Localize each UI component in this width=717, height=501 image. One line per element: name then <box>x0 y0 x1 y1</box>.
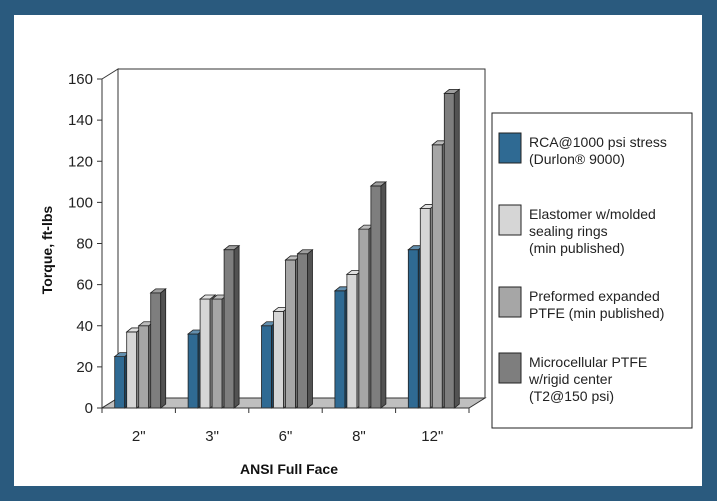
x-axis: 2" 3" 6" 8" 12" <box>101 407 470 445</box>
bar-side <box>380 181 387 409</box>
bar-front <box>431 144 443 409</box>
legend-label: PTFE (min published) <box>529 305 664 321</box>
x-tick-label: 2" <box>132 428 146 445</box>
legend-swatch <box>498 286 522 318</box>
bar-front <box>370 185 382 409</box>
bar-front <box>419 208 431 409</box>
bar-top <box>443 88 461 94</box>
bar-front <box>297 253 308 409</box>
legend-label: (T2@150 psi) <box>529 388 614 404</box>
bar-side <box>160 288 167 409</box>
y-tick-label: 0 <box>85 400 93 417</box>
legend-label: (min published) <box>529 240 625 256</box>
bar-top <box>222 245 241 251</box>
bar-front <box>358 228 370 409</box>
legend-item: RCA@1000 psi stress(Durlon® 9000) <box>498 132 667 167</box>
bar-front <box>223 249 235 409</box>
y-tick-label: 100 <box>68 194 93 211</box>
y-axis: 0 20 40 60 80 100 120 140 160 <box>68 71 103 417</box>
bar <box>222 244 241 409</box>
bar-top <box>149 288 167 294</box>
bar-front <box>407 249 419 409</box>
legend-swatch <box>498 204 522 236</box>
legend-swatch <box>498 132 522 164</box>
bar-front <box>273 310 284 409</box>
bar <box>296 248 314 409</box>
bar-top <box>296 249 314 255</box>
bar-front <box>261 325 272 409</box>
bar-side <box>233 244 240 409</box>
y-axis-title: Torque, ft-lbs <box>39 206 55 295</box>
bar-front <box>114 356 126 409</box>
bar <box>369 181 388 409</box>
y-tick-label: 120 <box>68 153 93 170</box>
y-tick-label: 20 <box>76 359 93 376</box>
y-tick-label: 80 <box>76 236 93 253</box>
y-tick-label: 140 <box>68 112 93 129</box>
legend: RCA@1000 psi stress(Durlon® 9000) Elastom… <box>491 112 693 429</box>
x-tick-label: 12" <box>421 428 443 445</box>
bar-front <box>187 333 199 409</box>
bar-side <box>307 248 313 409</box>
y-tick-label: 160 <box>68 71 93 88</box>
x-tick-label: 6" <box>279 428 293 445</box>
bar-front <box>211 298 223 409</box>
bar-top <box>198 294 217 300</box>
bar-front <box>346 273 358 409</box>
x-axis-title: ANSI Full Face <box>240 461 338 477</box>
bar-front <box>334 290 346 409</box>
bar-top <box>369 181 388 187</box>
legend-label: sealing rings <box>529 223 608 239</box>
bar-front <box>285 259 296 409</box>
legend-swatch <box>498 352 522 384</box>
bar-front <box>199 298 211 409</box>
legend-label: w/rigid center <box>528 371 613 387</box>
chart: 0 20 40 60 80 100 120 140 160 2" 3" 6" 8" 12" Torque… <box>39 68 693 477</box>
bar-front <box>150 292 162 409</box>
y-tick-label: 60 <box>76 277 93 294</box>
legend-label: Microcellular PTFE <box>529 354 647 370</box>
legend-label: RCA@1000 psi stress <box>529 134 667 150</box>
chart-panel: 0 20 40 60 80 100 120 140 160 2" 3" 6" 8" 12" Torque… <box>14 15 702 486</box>
bar-front <box>138 325 150 409</box>
bar <box>443 88 461 409</box>
x-tick-label: 3" <box>205 428 219 445</box>
x-tick-label: 8" <box>352 428 366 445</box>
bar-front <box>443 92 455 409</box>
bar <box>149 288 167 409</box>
legend-label: (Durlon® 9000) <box>529 151 625 167</box>
legend-box <box>491 112 693 429</box>
bars <box>113 88 461 409</box>
bar-side <box>453 88 460 409</box>
legend-label: Preformed expanded <box>529 288 660 304</box>
y-tick-label: 40 <box>76 318 93 335</box>
bar-front <box>126 331 138 409</box>
legend-label: Elastomer w/molded <box>529 206 656 222</box>
